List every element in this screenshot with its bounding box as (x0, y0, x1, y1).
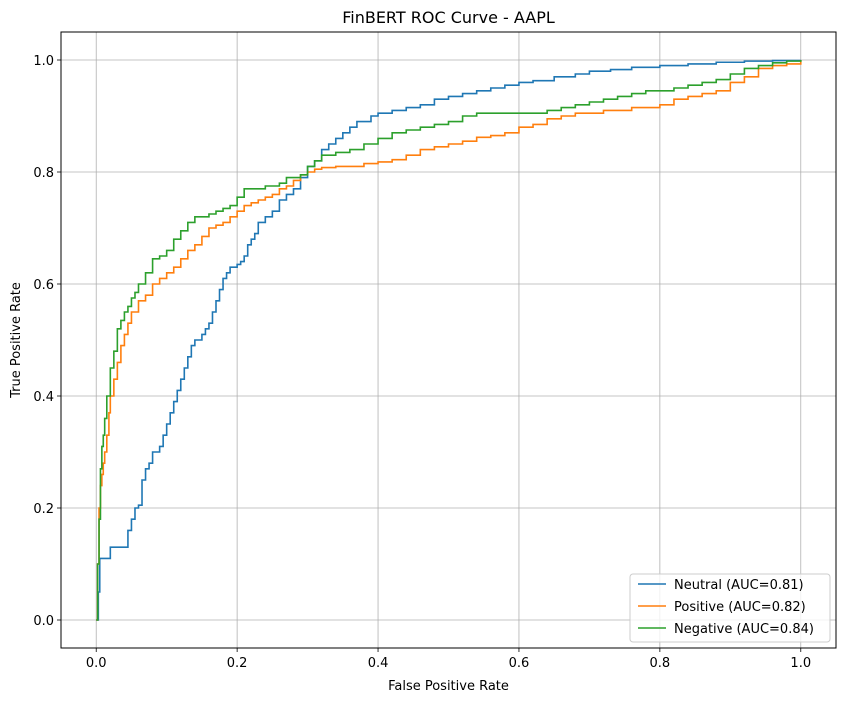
series-layer (96, 59, 802, 621)
y-tick-label: 0.0 (33, 614, 54, 629)
legend-label: Negative (AUC=0.84) (674, 622, 814, 637)
legend-label: Positive (AUC=0.82) (674, 600, 806, 615)
y-tick-label: 0.6 (33, 278, 54, 293)
legend: Neutral (AUC=0.81) Positive (AUC=0.82) Neg… (629, 573, 831, 643)
y-tick-label: 0.8 (33, 166, 54, 181)
x-tick-label: 0.8 (650, 656, 671, 671)
x-tick-label: 0.4 (368, 656, 389, 671)
x-tick-label: 0.0 (86, 656, 107, 671)
x-tick-label: 0.6 (509, 656, 530, 671)
legend-box (629, 573, 831, 643)
x-tick-label: 1.0 (790, 656, 811, 671)
series-line-negative (96, 60, 802, 621)
legend-label: Neutral (AUC=0.81) (674, 578, 804, 593)
x-tick-label: 0.2 (227, 656, 248, 671)
series-line-neutral (96, 59, 802, 621)
series-line-positive (96, 60, 802, 621)
x-axis-label: False Positive Rate (388, 679, 509, 694)
y-tick-label: 0.4 (33, 390, 54, 405)
y-tick-label: 0.2 (33, 502, 54, 517)
grid (61, 32, 836, 648)
ticks: 0.0 0.2 0.4 0.6 0.8 1.0 0.0 0.2 0.4 0.6 0.8 1.0 (33, 54, 811, 671)
y-axis-label: True Positive Rate (9, 282, 24, 399)
plot-frame (60, 31, 837, 649)
y-tick-label: 1.0 (33, 54, 54, 69)
chart-title: FinBERT ROC Curve - AAPL (342, 8, 555, 27)
